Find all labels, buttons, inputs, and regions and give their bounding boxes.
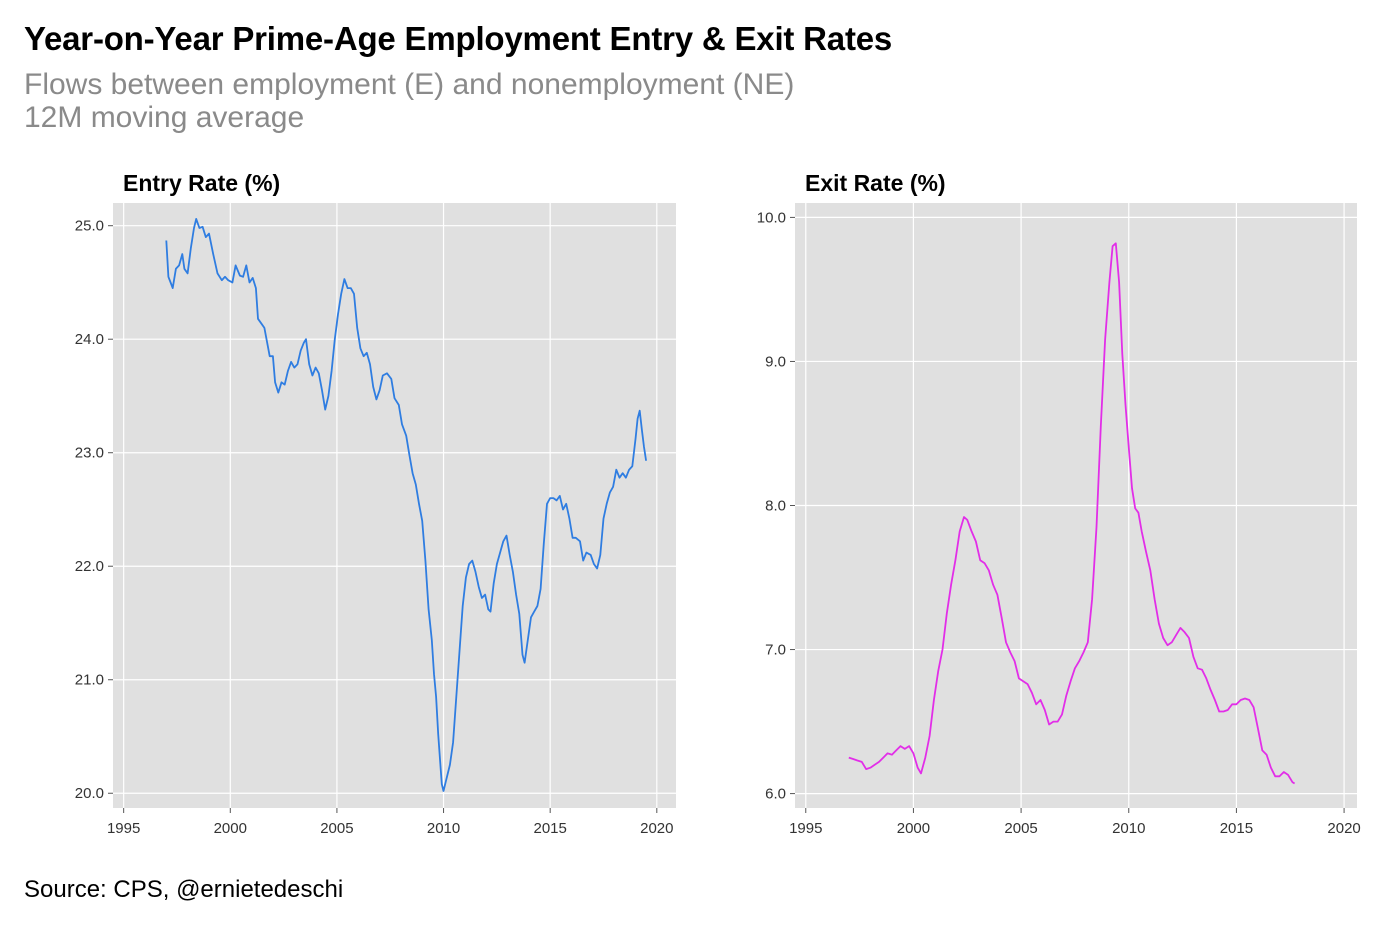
exit-x-tick-label: 1995 [789,820,822,837]
entry-x-tick-label: 2015 [533,820,566,837]
entry-x-tick-label: 2005 [320,820,353,837]
exit-x-tick-label: 2000 [897,820,930,837]
exit-rate-series-line [848,242,1296,785]
exit-y-tick-label: 10.0 [757,209,786,226]
entry-x-tick-label: 2010 [427,820,460,837]
entry-x-tick-label: 2020 [640,820,673,837]
entry-y-tick-label: 21.0 [75,672,104,689]
exit-x-tick-label: 2020 [1327,820,1360,837]
exit-y-tick-label: 7.0 [765,642,786,659]
subtitle-line-1: Flows between employment (E) and nonempl… [24,68,795,101]
source-note: Source: CPS, @ernietedeschi [24,876,344,903]
exit-x-tick-label: 2005 [1004,820,1037,837]
entry-y-tick-label: 23.0 [75,445,104,462]
entry-rate-series-line [165,218,647,792]
entry-y-tick-label: 24.0 [75,331,104,348]
exit-panel-title: Exit Rate (%) [805,170,946,196]
exit-rate-panel: 6.0 7.0 8.0 9.0 10.0 1995 2000 2005 2010 2015 2020 [757,203,1361,837]
entry-x-tick-label: 2000 [214,820,247,837]
entry-panel-title: Entry Rate (%) [123,170,281,196]
exit-x-tick-label: 2010 [1112,820,1145,837]
entry-y-tick-label: 20.0 [75,785,104,802]
chart-subtitle: Flows between employment (E) and nonempl… [24,68,794,134]
entry-plot-background [113,203,676,808]
exit-x-tick-label: 2015 [1220,820,1253,837]
entry-y-tick-label: 25.0 [75,218,104,235]
subtitle-line-2: 12M moving average [24,101,305,134]
entry-rate-panel: 20.0 21.0 22.0 23.0 24.0 25.0 1995 2000 2005 2010… [75,203,676,837]
exit-y-tick-label: 9.0 [765,353,786,370]
chart-title: Year-on-Year Prime-Age Employment Entry … [24,20,893,57]
exit-y-tick-label: 8.0 [765,498,786,515]
entry-y-tick-label: 22.0 [75,558,104,575]
entry-x-tick-label: 1995 [107,820,140,837]
exit-y-tick-label: 6.0 [765,786,786,803]
